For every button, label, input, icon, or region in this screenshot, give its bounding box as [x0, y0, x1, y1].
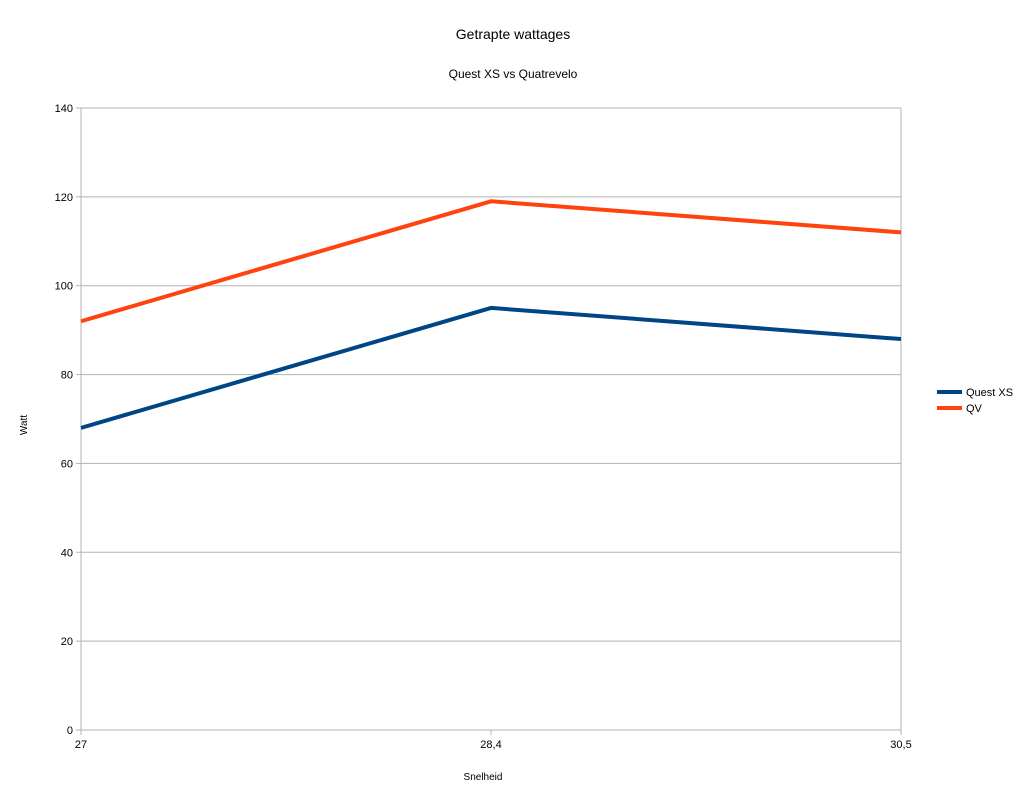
- chart-title: Getrapte wattages: [456, 26, 570, 42]
- series-line-1: [80, 199, 902, 324]
- legend-label: Quest XS: [966, 387, 1013, 399]
- y-tick-label: 120: [55, 192, 73, 204]
- y-tick-label: 100: [55, 281, 73, 293]
- chart-subtitle: Quest XS vs Quatrevelo: [449, 67, 578, 81]
- axes: 0 20 40 60 80 100 120 140 27 28,4 30,5: [55, 103, 912, 751]
- y-axis-label: Watt: [19, 415, 30, 435]
- legend: Quest XS QV: [937, 387, 1013, 415]
- y-tick-label: 60: [61, 458, 73, 470]
- series-line-0: [80, 305, 902, 430]
- y-tick-label: 20: [61, 636, 73, 648]
- x-tick-label: 27: [75, 739, 87, 751]
- x-tick-label: 30,5: [890, 739, 911, 751]
- y-tick-label: 140: [55, 103, 73, 115]
- x-axis-label: Snelheid: [464, 772, 503, 783]
- y-tick-label: 80: [61, 370, 73, 382]
- gridlines: [81, 107, 901, 642]
- y-tick-label: 40: [61, 547, 73, 559]
- series-lines: [80, 199, 902, 430]
- y-tick-label: 0: [67, 725, 73, 737]
- x-tick-label: 28,4: [480, 739, 501, 751]
- legend-label: QV: [966, 403, 983, 415]
